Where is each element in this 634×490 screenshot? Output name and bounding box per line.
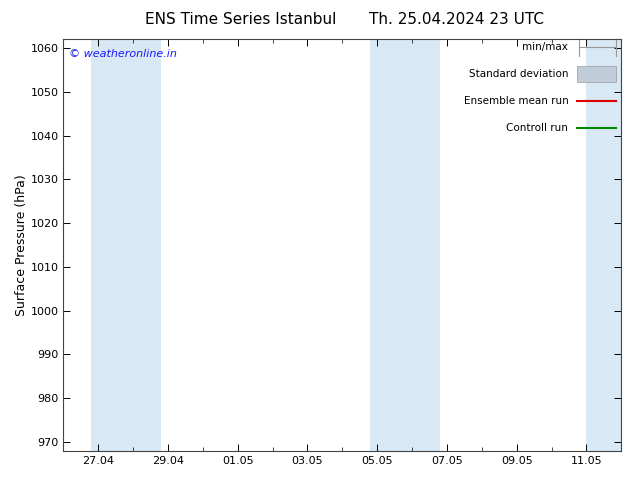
Text: Standard deviation: Standard deviation: [469, 69, 568, 79]
Text: min/max: min/max: [522, 43, 568, 52]
Text: Controll run: Controll run: [507, 122, 568, 133]
Y-axis label: Surface Pressure (hPa): Surface Pressure (hPa): [15, 174, 28, 316]
Bar: [370, 39, 440, 451]
Bar: [586, 39, 621, 451]
Text: Th. 25.04.2024 23 UTC: Th. 25.04.2024 23 UTC: [369, 12, 544, 27]
Text: © weatheronline.in: © weatheronline.in: [69, 49, 177, 59]
FancyBboxPatch shape: [577, 66, 616, 82]
Bar: [91, 39, 161, 451]
Text: ENS Time Series Istanbul: ENS Time Series Istanbul: [145, 12, 337, 27]
Text: Ensemble mean run: Ensemble mean run: [463, 96, 568, 106]
